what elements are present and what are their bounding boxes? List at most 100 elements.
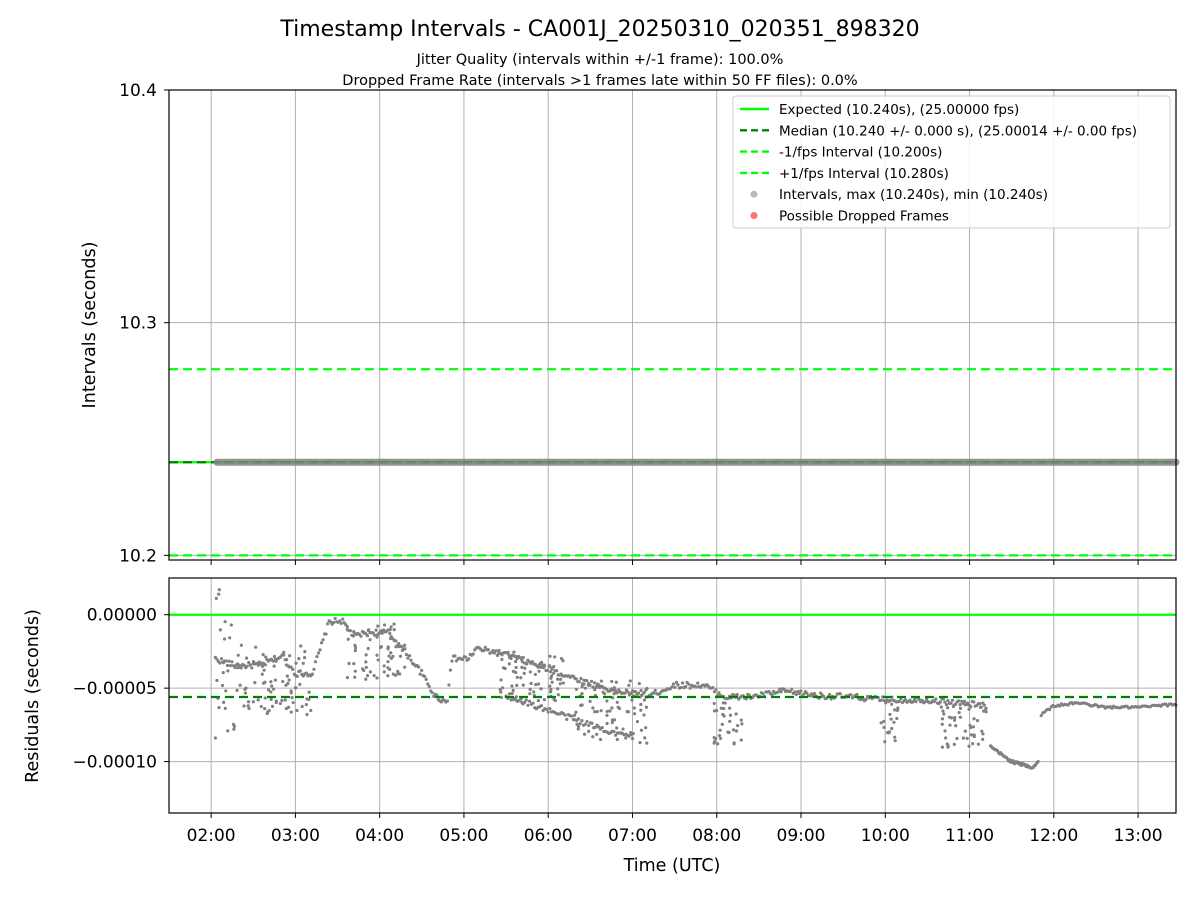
- residual-point: [263, 706, 267, 711]
- residual-point: [961, 736, 965, 740]
- residual-point: [533, 672, 537, 677]
- legend-entry-label: Intervals, max (10.240s), min (10.240s): [779, 187, 1048, 203]
- residual-point: [247, 660, 251, 665]
- residual-point: [387, 654, 391, 658]
- residual-point: [1008, 758, 1012, 762]
- x-tick-label: 07:00: [608, 826, 657, 846]
- residual-point: [509, 656, 513, 661]
- residual-point: [947, 715, 952, 719]
- residual-point: [734, 712, 738, 716]
- intervals-axes-frame: [168, 89, 1177, 561]
- residual-point: [644, 726, 648, 730]
- residual-point: [352, 630, 356, 634]
- residual-point: [610, 706, 614, 710]
- residual-point: [712, 709, 717, 713]
- residual-point: [605, 709, 609, 714]
- residual-point: [610, 720, 614, 725]
- residual-point: [626, 690, 630, 694]
- residual-point: [353, 648, 357, 653]
- residual-point: [307, 697, 311, 702]
- residuals-x-ticks: 02:00 03:00 04:00 05:00 06:00 07:00 08:00 09:00…: [187, 813, 1163, 846]
- residual-point: [375, 653, 379, 657]
- residual-point: [588, 699, 592, 704]
- residual-point: [537, 663, 541, 667]
- residual-point: [379, 645, 383, 649]
- residual-point: [523, 700, 527, 704]
- residual-point: [548, 654, 552, 658]
- x-tick-label: 09:00: [777, 826, 826, 846]
- residual-point: [623, 691, 627, 695]
- residual-point: [528, 670, 532, 674]
- residual-point: [893, 739, 897, 743]
- residual-point: [266, 710, 270, 714]
- residual-point: [333, 616, 337, 621]
- residual-point: [888, 712, 892, 717]
- residual-point: [514, 659, 518, 664]
- residual-point: [728, 713, 733, 717]
- residual-point: [243, 691, 248, 695]
- residual-point: [790, 687, 794, 691]
- chart-subtitle-dropped: Dropped Frame Rate (intervals >1 frames …: [342, 73, 857, 89]
- legend-box: [732, 95, 1171, 229]
- residual-point: [670, 685, 674, 689]
- residual-point: [256, 698, 260, 702]
- residual-point: [574, 710, 578, 714]
- residual-point: [239, 643, 243, 647]
- residual-point: [938, 700, 942, 704]
- residual-point: [573, 713, 577, 717]
- residual-point: [574, 677, 578, 681]
- residual-point: [245, 664, 249, 668]
- residual-point: [497, 648, 501, 653]
- residual-point: [686, 682, 691, 686]
- residual-point: [676, 683, 680, 687]
- residual-point: [263, 680, 267, 684]
- residual-point: [332, 620, 336, 625]
- residual-point: [373, 633, 377, 637]
- residual-point: [285, 674, 289, 678]
- x-tick-label: 11:00: [945, 826, 994, 846]
- residual-point: [453, 654, 457, 658]
- residual-point: [884, 701, 888, 705]
- residual-point: [944, 703, 949, 707]
- residual-point: [388, 636, 393, 641]
- residual-point: [549, 676, 553, 680]
- residual-point: [624, 732, 628, 736]
- residual-point: [407, 654, 412, 658]
- residual-point: [941, 697, 946, 701]
- residual-point: [914, 699, 918, 704]
- residual-point: [882, 719, 886, 723]
- residual-point: [300, 704, 304, 709]
- residual-point: [223, 706, 227, 710]
- legend-entry-label: +1/fps Interval (10.280s): [779, 166, 949, 182]
- residuals-y-tick-label: −0.00010: [72, 753, 157, 773]
- residual-point: [761, 692, 765, 696]
- residual-point: [315, 655, 319, 659]
- residual-point: [952, 718, 957, 722]
- residual-point: [329, 620, 333, 624]
- residual-point: [365, 674, 370, 678]
- residual-point: [221, 661, 226, 665]
- legend-entry-label: Possible Dropped Frames: [779, 209, 949, 225]
- residual-point: [982, 709, 986, 713]
- residual-point: [376, 624, 380, 628]
- residual-point: [316, 651, 321, 655]
- residual-point: [897, 699, 902, 703]
- residual-point: [889, 717, 893, 721]
- residual-point: [603, 692, 607, 696]
- residual-point: [345, 625, 349, 629]
- residual-point: [632, 712, 637, 716]
- residual-point: [289, 691, 293, 695]
- residual-point: [633, 690, 638, 694]
- residual-point: [319, 641, 324, 645]
- residual-point: [310, 672, 315, 676]
- residual-point: [718, 728, 722, 732]
- residual-point: [519, 676, 523, 680]
- residuals-panel: 0.00000−0.00005−0.00010 02:00 03:00 04:00 0…: [23, 577, 1178, 876]
- residual-point: [612, 729, 616, 734]
- residual-point: [523, 666, 527, 670]
- residual-point: [536, 699, 540, 703]
- residual-point: [778, 687, 782, 691]
- residual-point: [635, 719, 640, 724]
- residual-point: [375, 635, 379, 639]
- residual-point: [309, 708, 313, 713]
